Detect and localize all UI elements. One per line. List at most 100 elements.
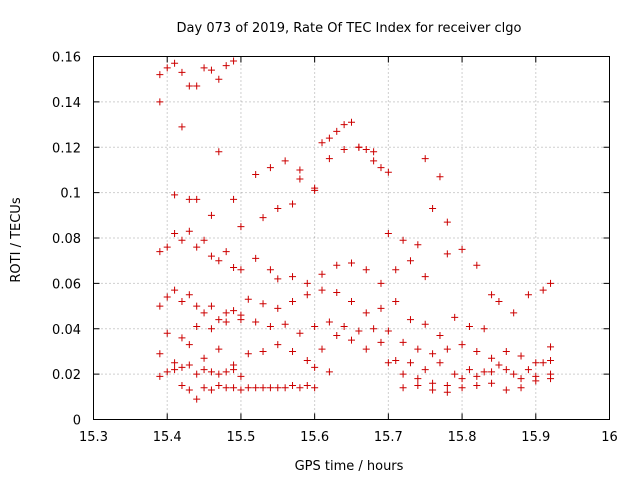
data-point <box>340 121 348 129</box>
data-point <box>289 200 297 208</box>
data-point <box>318 345 326 353</box>
data-point <box>215 316 223 324</box>
data-point <box>325 155 333 163</box>
data-point <box>377 304 385 312</box>
data-point <box>392 298 400 306</box>
data-point <box>392 266 400 274</box>
data-point <box>207 368 215 376</box>
data-point <box>421 366 429 374</box>
x-tick-label: 15.8 <box>448 430 477 445</box>
data-point <box>414 381 422 389</box>
data-point <box>488 354 496 362</box>
data-point <box>480 325 488 333</box>
data-point <box>274 275 282 283</box>
data-point <box>325 368 333 376</box>
data-point <box>377 279 385 287</box>
data-point <box>406 359 414 367</box>
data-point <box>222 62 230 70</box>
data-point <box>178 68 186 76</box>
data-point <box>362 345 370 353</box>
data-point <box>230 57 238 65</box>
data-points <box>156 57 555 403</box>
data-point <box>458 384 466 392</box>
data-point <box>207 325 215 333</box>
data-point <box>362 309 370 317</box>
data-point <box>252 318 260 326</box>
x-tick-label: 15.3 <box>79 430 108 445</box>
data-point <box>185 195 193 203</box>
data-point <box>163 329 171 337</box>
data-point <box>517 352 525 360</box>
data-point <box>524 366 532 374</box>
data-point <box>532 377 540 385</box>
data-point <box>281 157 289 165</box>
data-point <box>230 263 238 271</box>
data-point <box>178 363 186 371</box>
data-point <box>281 384 289 392</box>
data-point <box>303 357 311 365</box>
data-point <box>370 148 378 156</box>
data-point <box>266 164 274 172</box>
data-point <box>443 345 451 353</box>
data-point <box>399 338 407 346</box>
data-point <box>296 329 304 337</box>
data-point <box>163 64 171 72</box>
data-point <box>185 82 193 90</box>
data-point <box>259 347 267 355</box>
data-point <box>473 372 481 380</box>
data-point <box>156 372 164 380</box>
data-point <box>171 366 179 374</box>
data-point <box>377 164 385 172</box>
data-point <box>517 384 525 392</box>
data-point <box>222 384 230 392</box>
y-tick-label: 0.14 <box>52 96 81 111</box>
data-point <box>318 270 326 278</box>
data-point <box>451 313 459 321</box>
data-point <box>259 384 267 392</box>
data-point <box>510 309 518 317</box>
x-tick-label: 15.9 <box>521 430 550 445</box>
data-point <box>318 286 326 294</box>
data-point <box>333 332 341 340</box>
y-tick-label: 0.12 <box>52 141 81 156</box>
data-point <box>443 250 451 258</box>
data-point <box>215 381 223 389</box>
data-point <box>340 146 348 154</box>
data-point <box>185 361 193 369</box>
y-axis-label: ROTI / TECUs <box>9 197 24 282</box>
y-tick-label: 0.16 <box>52 51 81 66</box>
data-point <box>414 241 422 249</box>
data-point <box>547 343 555 351</box>
data-point <box>429 386 437 394</box>
data-point <box>200 309 208 317</box>
y-tick-label: 0.02 <box>52 368 81 383</box>
data-point <box>384 229 392 237</box>
data-point <box>171 191 179 199</box>
data-point <box>399 236 407 244</box>
data-point <box>171 359 179 367</box>
data-point <box>230 307 238 315</box>
data-point <box>237 311 245 319</box>
data-point <box>458 341 466 349</box>
data-point <box>384 168 392 176</box>
data-point <box>414 375 422 383</box>
data-point <box>259 214 267 222</box>
data-point <box>465 322 473 330</box>
data-point <box>289 347 297 355</box>
data-point <box>178 334 186 342</box>
data-point <box>384 359 392 367</box>
data-point <box>547 279 555 287</box>
data-point <box>163 293 171 301</box>
data-point <box>222 368 230 376</box>
data-point <box>156 71 164 79</box>
data-point <box>348 118 355 126</box>
data-point <box>311 363 319 371</box>
data-point <box>178 381 186 389</box>
data-point <box>289 273 297 281</box>
data-point <box>355 327 363 335</box>
y-tick-label: 0 <box>73 414 81 429</box>
data-point <box>488 379 496 387</box>
data-point <box>185 341 193 349</box>
data-point <box>156 350 164 358</box>
data-point <box>429 350 437 358</box>
